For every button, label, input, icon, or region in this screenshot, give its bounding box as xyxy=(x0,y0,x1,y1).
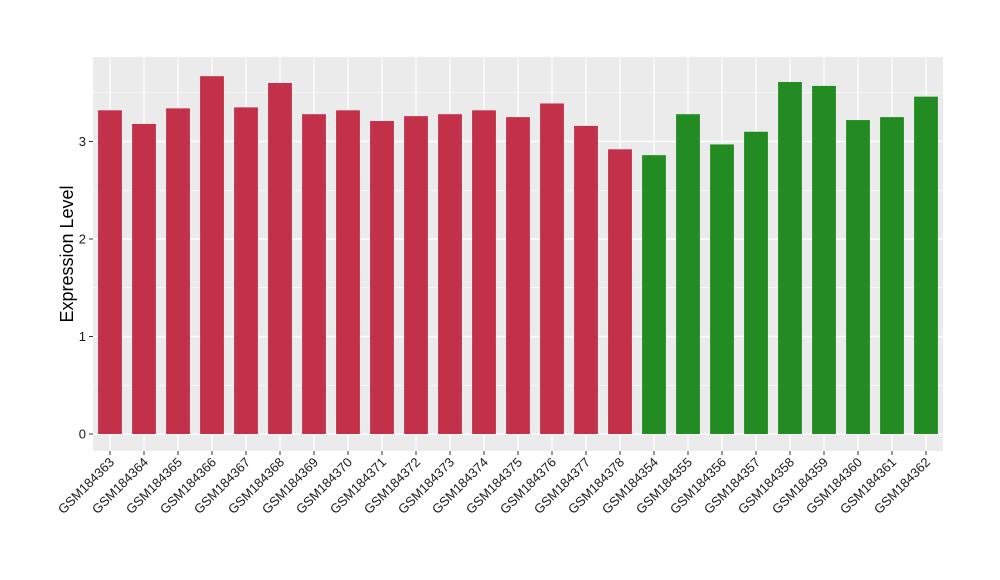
bar-GSM184368 xyxy=(268,83,292,434)
bar-GSM184372 xyxy=(404,116,428,435)
y-axis-title: Expression Level xyxy=(57,185,77,322)
y-tick-label: 2 xyxy=(79,232,86,247)
bar-GSM184371 xyxy=(370,121,394,435)
x-axis: GSM184363GSM184364GSM184365GSM184366GSM1… xyxy=(55,451,933,517)
bars xyxy=(98,76,938,435)
bar-GSM184357 xyxy=(744,131,768,434)
bar-GSM184367 xyxy=(234,107,258,434)
bar-GSM184364 xyxy=(132,123,156,434)
bar-GSM184361 xyxy=(880,117,904,434)
bar-GSM184366 xyxy=(200,76,224,435)
bar-GSM184378 xyxy=(608,149,632,435)
bar-GSM184360 xyxy=(846,120,870,435)
y-axis: 0 1 2 3 xyxy=(79,134,93,442)
bar-GSM184365 xyxy=(166,108,190,434)
bar-GSM184358 xyxy=(778,82,802,435)
bar-GSM184373 xyxy=(438,114,462,434)
y-tick-label: 0 xyxy=(79,427,86,442)
y-tick-label: 1 xyxy=(79,329,86,344)
bar-GSM184362 xyxy=(914,96,938,435)
bar-GSM184374 xyxy=(472,110,496,435)
bar-GSM184370 xyxy=(336,110,360,435)
bar-GSM184369 xyxy=(302,114,326,434)
bar-GSM184354 xyxy=(642,155,666,434)
bar-GSM184375 xyxy=(506,117,530,434)
bar-GSM184363 xyxy=(98,110,122,435)
bar-GSM184356 xyxy=(710,144,734,435)
bar-GSM184377 xyxy=(574,125,598,435)
bar-GSM184376 xyxy=(540,103,564,434)
bar-GSM184355 xyxy=(676,114,700,434)
bar-GSM184359 xyxy=(812,85,836,435)
y-tick-label: 3 xyxy=(79,134,86,149)
